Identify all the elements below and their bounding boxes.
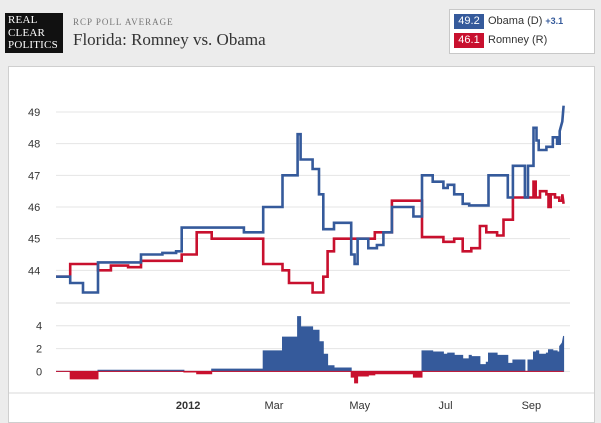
spread-y-tick-label: 2: [36, 344, 42, 356]
obama-value-badge: 49.2: [454, 14, 484, 29]
kicker: RCP POLL AVERAGE: [73, 17, 174, 27]
y-tick-label: 48: [28, 139, 40, 151]
spread-y-tick-label: 4: [36, 321, 42, 333]
romney-value-badge: 46.1: [454, 33, 484, 48]
spread-y-tick-label: 0: [36, 366, 42, 378]
legend-item-obama[interactable]: 49.2 Obama (D) +3.1: [454, 14, 563, 29]
romney-label: Romney (R): [488, 34, 548, 46]
y-tick-label: 47: [28, 170, 40, 182]
legend-item-romney[interactable]: 46.1 Romney (R): [454, 33, 547, 48]
logo-line-3: POLITICS: [8, 39, 58, 51]
spread-area-obama[interactable]: [56, 316, 565, 372]
y-tick-label: 45: [28, 234, 40, 246]
legend: 49.2 Obama (D) +3.1 46.1 Romney (R): [449, 9, 595, 54]
rcp-logo[interactable]: REAL CLEAR POLITICS: [5, 13, 63, 53]
logo-line-2: CLEAR: [8, 26, 46, 39]
obama-spread: +3.1: [545, 16, 564, 26]
x-tick-label: May: [349, 400, 370, 412]
page-title: Florida: Romney vs. Obama: [73, 30, 266, 49]
header: REAL CLEAR POLITICS RCP POLL AVERAGE Flo…: [0, 0, 601, 62]
logo-line-1: REAL: [8, 14, 38, 26]
x-tick-label: 2012: [176, 400, 200, 412]
x-tick-label: Jul: [439, 400, 453, 412]
spread-area-romney[interactable]: [56, 370, 564, 384]
x-tick-label: Sep: [522, 400, 542, 412]
x-tick-label: Mar: [264, 400, 283, 412]
y-tick-label: 46: [28, 202, 40, 214]
y-tick-label: 49: [28, 107, 40, 119]
obama-line[interactable]: [56, 105, 565, 294]
obama-label: Obama (D): [488, 15, 543, 27]
romney-line[interactable]: [56, 180, 565, 294]
y-tick-label: 44: [28, 265, 40, 277]
